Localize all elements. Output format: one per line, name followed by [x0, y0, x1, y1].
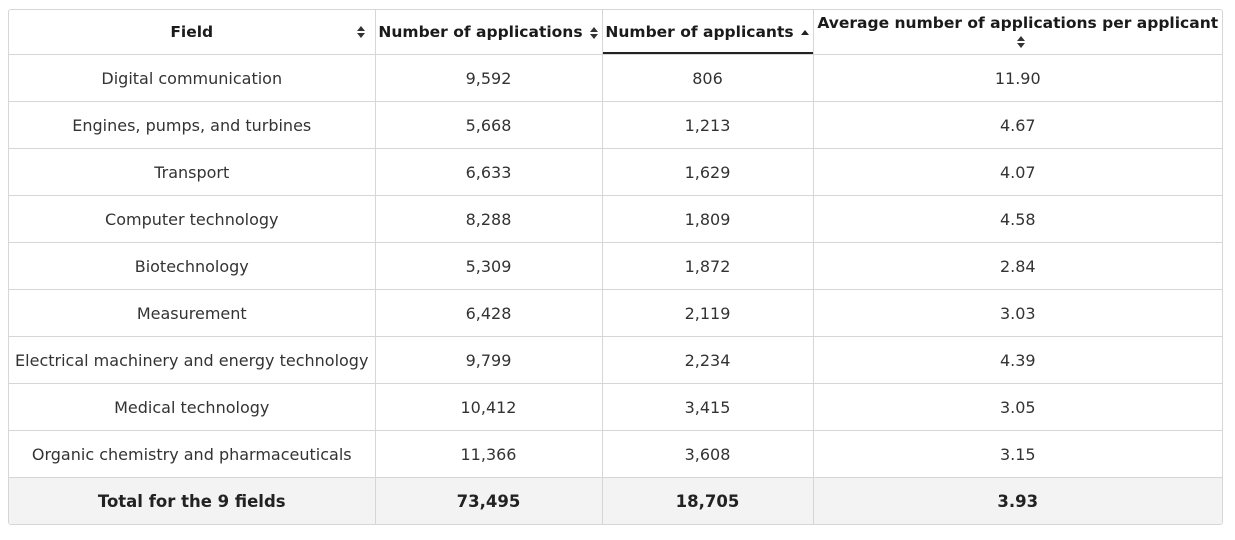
- table-row: Engines, pumps, and turbines 5,668 1,213…: [9, 101, 1222, 149]
- cell-applicants: 806: [602, 54, 814, 102]
- cell-field: Engines, pumps, and turbines: [9, 101, 376, 149]
- cell-applicants: 1,872: [602, 242, 814, 290]
- column-header-label: Number of applications: [378, 23, 583, 41]
- sort-both-icon[interactable]: [589, 26, 599, 40]
- cell-applications: 9,592: [375, 54, 603, 102]
- cell-field: Transport: [9, 148, 376, 196]
- cell-applications: 6,633: [375, 148, 603, 196]
- cell-average: 4.67: [813, 101, 1222, 149]
- sort-both-icon[interactable]: [1016, 35, 1026, 49]
- cell-applications: 6,428: [375, 289, 603, 337]
- cell-average: 3.03: [813, 289, 1222, 337]
- cell-applications: 8,288: [375, 195, 603, 243]
- cell-field: Electrical machinery and energy technolo…: [9, 336, 376, 384]
- data-table-container: Field Number of applications Number of a…: [8, 9, 1223, 525]
- cell-applicants: 1,629: [602, 148, 814, 196]
- cell-average: 4.58: [813, 195, 1222, 243]
- total-row: Total for the 9 fields 73,495 18,705 3.9…: [9, 477, 1222, 524]
- cell-field: Organic chemistry and pharmaceuticals: [9, 430, 376, 478]
- total-applicants: 18,705: [602, 477, 814, 524]
- cell-applications: 5,668: [375, 101, 603, 149]
- cell-applicants: 3,415: [602, 383, 814, 431]
- header-row: Field Number of applications Number of a…: [9, 10, 1222, 55]
- cell-average: 3.05: [813, 383, 1222, 431]
- cell-applicants: 3,608: [602, 430, 814, 478]
- cell-applicants: 1,809: [602, 195, 814, 243]
- table-row: Digital communication 9,592 806 11.90: [9, 54, 1222, 102]
- cell-applicants: 2,119: [602, 289, 814, 337]
- cell-applications: 5,309: [375, 242, 603, 290]
- cell-applications: 10,412: [375, 383, 603, 431]
- cell-average: 11.90: [813, 54, 1222, 102]
- cell-average: 2.84: [813, 242, 1222, 290]
- table-row: Organic chemistry and pharmaceuticals 11…: [9, 430, 1222, 478]
- cell-applications: 11,366: [375, 430, 603, 478]
- cell-applicants: 1,213: [602, 101, 814, 149]
- column-header-field[interactable]: Field: [9, 10, 376, 55]
- sort-both-icon[interactable]: [356, 25, 366, 39]
- column-header-average[interactable]: Average number of applications per appli…: [813, 10, 1222, 55]
- cell-field: Medical technology: [9, 383, 376, 431]
- cell-field: Computer technology: [9, 195, 376, 243]
- cell-average: 3.15: [813, 430, 1222, 478]
- cell-average: 4.39: [813, 336, 1222, 384]
- table-row: Biotechnology 5,309 1,872 2.84: [9, 242, 1222, 290]
- table-row: Computer technology 8,288 1,809 4.58: [9, 195, 1222, 243]
- column-header-label: Average number of applications per appli…: [817, 14, 1219, 32]
- column-header-label: Number of applicants: [605, 23, 794, 41]
- table-row: Electrical machinery and energy technolo…: [9, 336, 1222, 384]
- cell-field: Biotechnology: [9, 242, 376, 290]
- table-row: Measurement 6,428 2,119 3.03: [9, 289, 1222, 337]
- sort-ascending-icon[interactable]: [800, 26, 810, 40]
- table-row: Medical technology 10,412 3,415 3.05: [9, 383, 1222, 431]
- total-applications: 73,495: [375, 477, 603, 524]
- cell-average: 4.07: [813, 148, 1222, 196]
- total-label: Total for the 9 fields: [9, 477, 376, 524]
- column-header-applications[interactable]: Number of applications: [375, 10, 603, 55]
- column-header-label: Field: [170, 23, 214, 41]
- cell-field: Digital communication: [9, 54, 376, 102]
- applications-table: Field Number of applications Number of a…: [9, 10, 1222, 524]
- cell-applications: 9,799: [375, 336, 603, 384]
- table-row: Transport 6,633 1,629 4.07: [9, 148, 1222, 196]
- cell-field: Measurement: [9, 289, 376, 337]
- cell-applicants: 2,234: [602, 336, 814, 384]
- total-average: 3.93: [813, 477, 1222, 524]
- column-header-applicants[interactable]: Number of applicants: [602, 10, 814, 55]
